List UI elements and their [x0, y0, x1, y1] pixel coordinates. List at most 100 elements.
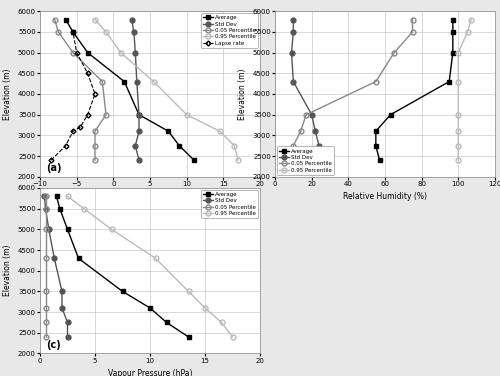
- Std Dev: [318, 158, 324, 162]
- 0.05 Percentile: [56, 30, 62, 34]
- Std Dev: [46, 227, 52, 232]
- 0.95 Percentile: [456, 79, 462, 84]
- 0.95 Percentile: [216, 129, 222, 133]
- 0.95 Percentile: [118, 50, 124, 55]
- Lapse rate: [62, 143, 68, 148]
- Std Dev: [308, 112, 314, 117]
- Average: [166, 129, 172, 133]
- Average: [164, 320, 170, 324]
- Std Dev: [290, 79, 296, 84]
- 0.95 Percentile: [456, 158, 462, 162]
- Std Dev: [312, 129, 318, 133]
- 0.05 Percentile: [391, 50, 397, 55]
- Average: [64, 227, 70, 232]
- Average: [450, 30, 456, 34]
- 0.05 Percentile: [410, 30, 416, 34]
- 0.95 Percentile: [92, 17, 98, 22]
- Line: Std Dev: Std Dev: [129, 17, 141, 162]
- 0.95 Percentile: [152, 256, 158, 261]
- Lapse rate: [84, 71, 90, 76]
- Std Dev: [128, 17, 134, 22]
- Lapse rate: [74, 50, 80, 55]
- Legend: Average, Std Dev, 0.05 Percentile, 0.95 Percentile: Average, Std Dev, 0.05 Percentile, 0.95 …: [201, 190, 258, 218]
- 0.05 Percentile: [290, 143, 296, 148]
- Std Dev: [290, 17, 296, 22]
- Average: [147, 306, 153, 310]
- 0.95 Percentile: [456, 50, 462, 55]
- Std Dev: [288, 50, 294, 55]
- Std Dev: [136, 112, 142, 117]
- 0.95 Percentile: [108, 227, 114, 232]
- Average: [176, 143, 182, 148]
- Line: 0.95 Percentile: 0.95 Percentile: [92, 17, 240, 162]
- 0.05 Percentile: [410, 17, 416, 22]
- Line: 0.05 Percentile: 0.05 Percentile: [291, 17, 415, 162]
- Line: Average: Average: [63, 17, 196, 162]
- Legend: Average, Std Dev, 0.05 Percentile, 0.95 Percentile, Lapse rate: Average, Std Dev, 0.05 Percentile, 0.95 …: [201, 13, 258, 48]
- 0.95 Percentile: [468, 17, 474, 22]
- 0.05 Percentile: [42, 194, 48, 199]
- X-axis label: Mean Temperature (°C): Mean Temperature (°C): [106, 193, 194, 202]
- Std Dev: [136, 158, 142, 162]
- Std Dev: [64, 320, 70, 324]
- Average: [54, 194, 60, 199]
- 0.95 Percentile: [64, 194, 70, 199]
- Average: [57, 206, 63, 211]
- Std Dev: [64, 335, 70, 339]
- 0.05 Percentile: [70, 50, 76, 55]
- Line: Std Dev: Std Dev: [42, 194, 70, 339]
- 0.05 Percentile: [42, 206, 48, 211]
- Lapse rate: [70, 129, 76, 133]
- 0.95 Percentile: [218, 320, 224, 324]
- Text: (b): (b): [282, 164, 298, 173]
- Std Dev: [136, 129, 142, 133]
- Y-axis label: Elevation (m): Elevation (m): [4, 68, 13, 120]
- Std Dev: [59, 289, 65, 294]
- 0.05 Percentile: [92, 129, 98, 133]
- Average: [122, 79, 128, 84]
- Text: (c): (c): [46, 340, 62, 350]
- 0.05 Percentile: [52, 17, 58, 22]
- Lapse rate: [70, 30, 76, 34]
- 0.95 Percentile: [186, 289, 192, 294]
- 0.05 Percentile: [42, 289, 48, 294]
- Average: [70, 30, 76, 34]
- 0.95 Percentile: [103, 30, 109, 34]
- Average: [376, 158, 382, 162]
- X-axis label: Vapour Pressure (hPa): Vapour Pressure (hPa): [108, 369, 192, 376]
- 0.05 Percentile: [100, 79, 105, 84]
- Lapse rate: [92, 92, 98, 96]
- Line: Lapse rate: Lapse rate: [50, 30, 96, 162]
- Average: [450, 17, 456, 22]
- Average: [120, 289, 126, 294]
- Std Dev: [59, 306, 65, 310]
- 0.05 Percentile: [92, 158, 98, 162]
- Y-axis label: Elevation (m): Elevation (m): [238, 68, 248, 120]
- Average: [446, 79, 452, 84]
- 0.05 Percentile: [42, 306, 48, 310]
- 0.95 Percentile: [232, 143, 237, 148]
- Line: 0.05 Percentile: 0.05 Percentile: [43, 194, 48, 339]
- Average: [191, 158, 197, 162]
- Line: 0.95 Percentile: 0.95 Percentile: [65, 194, 235, 339]
- Average: [84, 50, 90, 55]
- Average: [373, 129, 379, 133]
- Line: 0.95 Percentile: 0.95 Percentile: [456, 17, 473, 162]
- Y-axis label: Elevation (m): Elevation (m): [4, 245, 13, 296]
- 0.95 Percentile: [464, 30, 470, 34]
- 0.05 Percentile: [92, 143, 98, 148]
- 0.95 Percentile: [456, 143, 462, 148]
- Average: [62, 17, 68, 22]
- Line: Std Dev: Std Dev: [289, 17, 324, 162]
- 0.95 Percentile: [456, 129, 462, 133]
- Std Dev: [131, 30, 137, 34]
- Std Dev: [134, 79, 140, 84]
- Average: [373, 143, 379, 148]
- 0.05 Percentile: [42, 335, 48, 339]
- 0.05 Percentile: [290, 158, 296, 162]
- Average: [450, 50, 456, 55]
- 0.05 Percentile: [42, 227, 48, 232]
- Text: (a): (a): [46, 164, 62, 173]
- Std Dev: [290, 30, 296, 34]
- 0.05 Percentile: [303, 112, 309, 117]
